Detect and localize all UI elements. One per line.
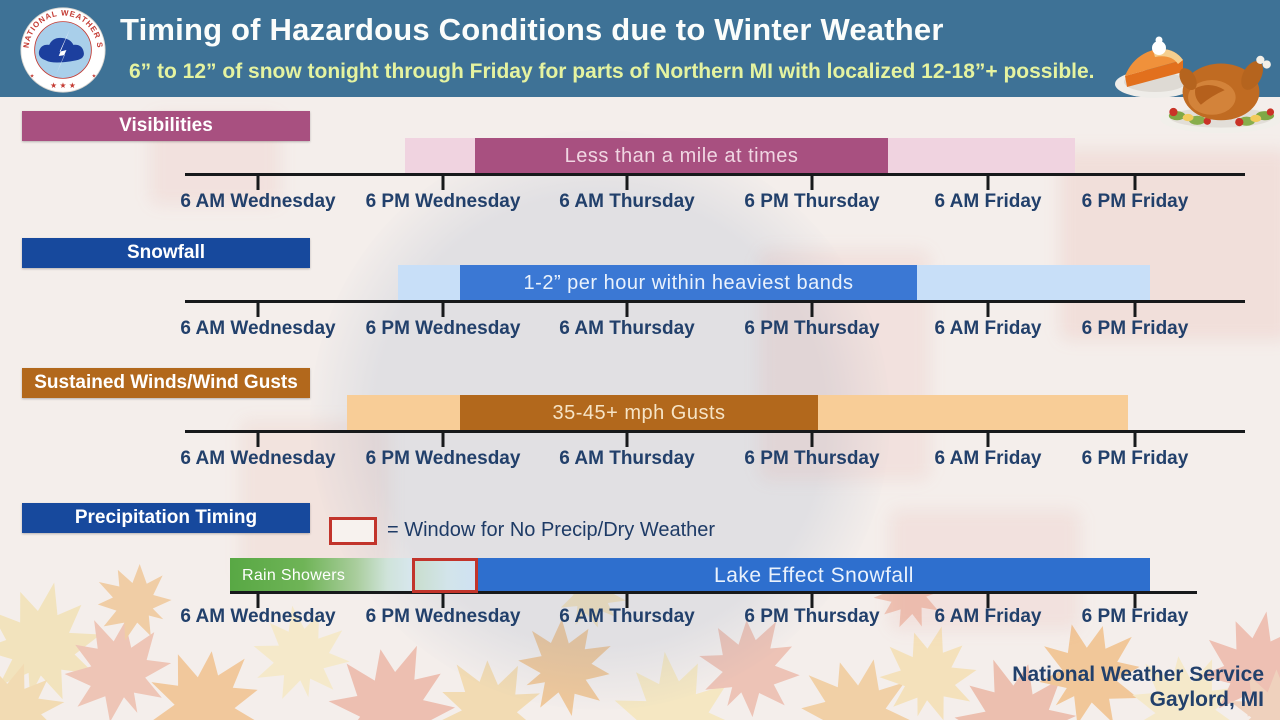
header-banner: NATIONAL WEATHER SERVICE ★ ★ ★ ★ ★ Timin… [0, 0, 1280, 97]
winds-label: Sustained Winds/Wind Gusts [22, 368, 310, 398]
tick-mark [625, 430, 629, 447]
section-precipitation-timing: Precipitation Timing = Window for No Pre… [0, 503, 1280, 643]
svg-text:★ ★ ★: ★ ★ ★ [50, 81, 76, 90]
tick-mark [256, 430, 260, 447]
page-subtitle: 6” to 12” of snow tonight through Friday… [129, 60, 1095, 83]
faded-radar-patch [240, 420, 390, 580]
tick-label: 6 PM Friday [1081, 448, 1189, 469]
winds-annotation: 35-45+ mph Gusts [552, 402, 726, 424]
svg-text:★: ★ [30, 74, 35, 80]
rain-showers-annotation: Rain Showers [242, 566, 346, 584]
timeline-axis [230, 591, 1197, 594]
timeline-axis [185, 300, 1245, 303]
tick-label: 6 PM Wednesday [365, 318, 521, 339]
tick-mark [986, 430, 990, 447]
dry-window-bar [412, 558, 478, 593]
visibilities-label: Visibilities [22, 111, 310, 141]
footer-line2: Gaylord, MI [1149, 688, 1264, 711]
winds-bar-likely: 35-45+ mph Gusts [460, 395, 818, 432]
tick-mark [441, 591, 445, 608]
tick-label: 6 PM Thursday [744, 191, 880, 212]
tick-mark [256, 173, 260, 190]
visibilities-annotation: Less than a mile at times [564, 145, 799, 167]
tick-label: 6 AM Friday [934, 448, 1042, 469]
tick-mark [1133, 300, 1137, 317]
tick-label: 6 AM Friday [934, 191, 1042, 212]
tick-label: 6 AM Wednesday [180, 191, 336, 212]
section-winds: Sustained Winds/Wind Gusts 35-45+ mph Gu… [0, 368, 1280, 496]
tick-mark [1133, 173, 1137, 190]
tick-label: 6 AM Thursday [559, 448, 695, 469]
rain-showers-bar: Rain Showers [230, 558, 415, 593]
tick-label: 6 PM Wednesday [365, 606, 521, 627]
tick-label: 6 PM Thursday [744, 318, 880, 339]
tick-label: 6 PM Thursday [744, 606, 880, 627]
svg-text:★: ★ [92, 74, 97, 80]
snowfall-bar-likely: 1-2” per hour within heaviest bands [460, 265, 917, 302]
tick-label: 6 PM Wednesday [365, 448, 521, 469]
lake-effect-annotation: Lake Effect Snowfall [714, 563, 914, 587]
section-snowfall: Snowfall 1-2” per hour within heaviest b… [0, 238, 1280, 366]
lake-effect-snowfall-bar: Lake Effect Snowfall [478, 558, 1150, 593]
timeline-axis [185, 173, 1245, 176]
tick-mark [810, 173, 814, 190]
tick-mark [256, 300, 260, 317]
tick-mark [810, 430, 814, 447]
tick-mark [1133, 430, 1137, 447]
tick-mark [625, 300, 629, 317]
tick-label: 6 AM Friday [934, 606, 1042, 627]
tick-label: 6 PM Friday [1081, 606, 1189, 627]
tick-label: 6 PM Wednesday [365, 191, 521, 212]
visibilities-bar-likely: Less than a mile at times [475, 138, 888, 175]
tick-mark [441, 300, 445, 317]
timeline-axis [185, 430, 1245, 433]
tick-mark [441, 430, 445, 447]
tick-mark [441, 173, 445, 190]
section-visibilities: Visibilities Less than a mile at times 6… [0, 111, 1280, 239]
tick-label: 6 PM Friday [1081, 191, 1189, 212]
nws-logo: NATIONAL WEATHER SERVICE ★ ★ ★ ★ ★ [20, 7, 106, 93]
dry-window-legend-swatch [329, 517, 377, 545]
tick-label: 6 AM Thursday [559, 191, 695, 212]
snowfall-label: Snowfall [22, 238, 310, 268]
faded-radar-patch [1060, 150, 1280, 340]
tick-label: 6 AM Thursday [559, 318, 695, 339]
footer-office-credit: National Weather Service Gaylord, MI [1012, 662, 1264, 712]
tick-label: 6 AM Friday [934, 318, 1042, 339]
footer-line1: National Weather Service [1012, 663, 1264, 686]
tick-label: 6 AM Wednesday [180, 606, 336, 627]
tick-mark [810, 300, 814, 317]
precipitation-timing-label: Precipitation Timing [22, 503, 310, 533]
tick-label: 6 AM Wednesday [180, 318, 336, 339]
dry-window-legend-text: = Window for No Precip/Dry Weather [387, 519, 716, 541]
tick-mark [986, 300, 990, 317]
page-title: Timing of Hazardous Conditions due to Wi… [120, 12, 944, 47]
tick-label: 6 PM Thursday [744, 448, 880, 469]
tick-mark [625, 173, 629, 190]
tick-label: 6 AM Thursday [559, 606, 695, 627]
tick-mark [986, 591, 990, 608]
tick-mark [986, 173, 990, 190]
snowfall-annotation: 1-2” per hour within heaviest bands [523, 272, 854, 294]
tick-label: 6 PM Friday [1081, 318, 1189, 339]
tick-label: 6 AM Wednesday [180, 448, 336, 469]
